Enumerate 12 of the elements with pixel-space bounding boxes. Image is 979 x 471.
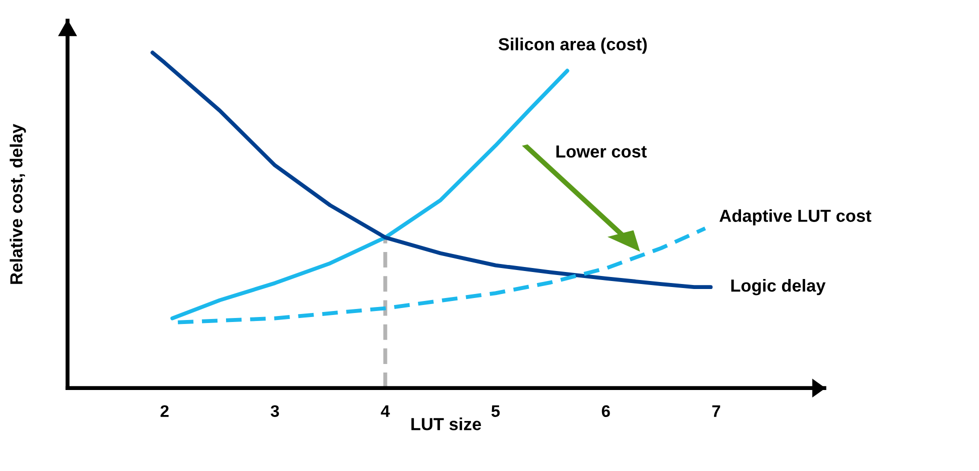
x-tick-label: 7 [712,405,720,417]
x-axis-title: LUT size [411,418,482,430]
x-tick-label: 4 [380,405,390,417]
x-tick-label: 2 [160,405,169,417]
series-label: Logic delay [731,278,826,296]
y-axis-title: Relative cost, delay [10,124,26,284]
annotation: Lower cost [556,146,647,158]
x-tick-label: 5 [491,405,500,418]
x-tick-label: 6 [602,405,610,418]
series-label: Silicon area (cost) [498,38,647,54]
series-label: Adaptive LUT cost [719,209,872,226]
x-tick-label: 3 [270,405,279,418]
